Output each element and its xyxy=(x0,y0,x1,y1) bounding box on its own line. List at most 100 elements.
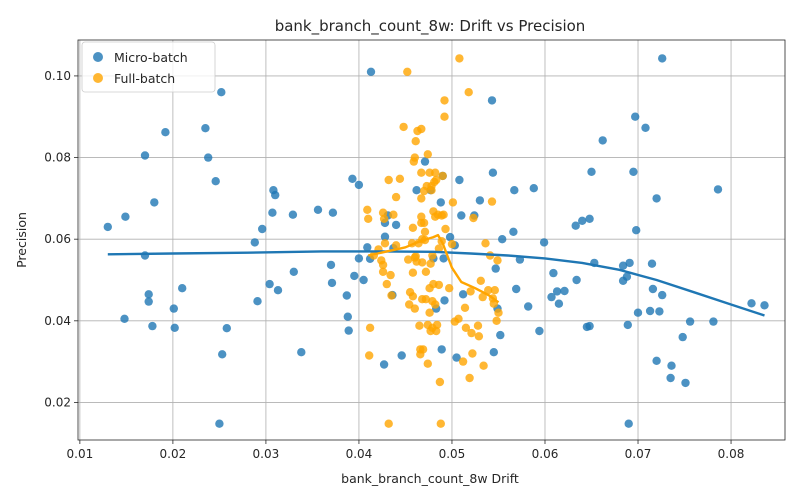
point-micro-batch xyxy=(412,186,421,195)
point-micro-batch xyxy=(140,251,150,260)
point-micro-batch xyxy=(169,304,178,313)
point-micro-batch xyxy=(328,208,338,217)
point-micro-batch xyxy=(250,238,259,247)
point-full-batch xyxy=(417,124,426,134)
point-micro-batch xyxy=(218,350,227,359)
point-micro-batch xyxy=(217,88,226,97)
point-micro-batch xyxy=(313,205,323,214)
x-tick-label: 0.08 xyxy=(718,447,745,461)
point-full-batch xyxy=(426,259,435,268)
point-full-batch xyxy=(410,153,419,162)
point-micro-batch xyxy=(652,356,661,365)
point-micro-batch xyxy=(288,210,298,219)
point-micro-batch xyxy=(121,212,130,221)
point-micro-batch xyxy=(445,232,455,242)
point-full-batch xyxy=(399,122,408,132)
point-micro-batch xyxy=(549,268,558,278)
point-full-batch xyxy=(455,54,464,63)
point-micro-batch xyxy=(253,297,262,306)
trend-lines xyxy=(107,233,765,317)
point-micro-batch xyxy=(631,112,640,121)
point-full-batch xyxy=(461,323,471,332)
point-full-batch xyxy=(439,210,448,219)
point-full-batch xyxy=(382,279,391,289)
point-micro-batch xyxy=(510,186,519,195)
point-micro-batch xyxy=(539,238,549,247)
point-full-batch xyxy=(465,373,474,383)
point-micro-batch xyxy=(222,324,231,333)
point-micro-batch xyxy=(271,190,280,200)
point-micro-batch xyxy=(509,227,518,236)
point-micro-batch xyxy=(161,128,170,137)
point-micro-batch xyxy=(552,287,562,296)
point-micro-batch xyxy=(350,271,359,281)
point-micro-batch xyxy=(344,326,353,335)
point-micro-batch xyxy=(366,67,376,77)
point-micro-batch xyxy=(436,198,445,207)
point-full-batch xyxy=(410,304,419,313)
point-micro-batch xyxy=(587,167,596,176)
point-micro-batch xyxy=(327,278,337,288)
point-full-batch xyxy=(435,377,445,387)
data-points xyxy=(103,54,769,428)
point-full-batch xyxy=(408,268,418,277)
point-full-batch xyxy=(423,150,432,159)
point-full-batch xyxy=(469,213,478,223)
point-micro-batch xyxy=(120,314,129,323)
point-full-batch xyxy=(434,244,444,253)
x-tick-label: 0.02 xyxy=(160,447,187,461)
point-micro-batch xyxy=(379,360,389,369)
point-full-batch xyxy=(441,224,450,234)
point-micro-batch xyxy=(144,290,153,299)
point-micro-batch xyxy=(658,290,667,300)
x-tick-label: 0.04 xyxy=(346,447,373,461)
point-full-batch xyxy=(389,210,398,219)
point-full-batch xyxy=(436,419,445,428)
point-micro-batch xyxy=(265,279,274,289)
point-micro-batch xyxy=(452,353,461,362)
point-micro-batch xyxy=(439,254,448,263)
y-tick-label: 0.06 xyxy=(44,232,71,246)
x-tick-label: 0.05 xyxy=(439,447,466,461)
point-micro-batch xyxy=(348,174,357,183)
y-tick-label: 0.02 xyxy=(44,395,71,409)
point-micro-batch xyxy=(437,345,446,354)
point-full-batch xyxy=(454,314,463,323)
y-tick-label: 0.04 xyxy=(44,314,71,328)
point-micro-batch xyxy=(297,348,306,357)
point-full-batch xyxy=(438,171,447,181)
point-full-batch xyxy=(395,174,405,183)
point-full-batch xyxy=(473,321,483,330)
plot-frame xyxy=(77,39,786,441)
point-full-batch xyxy=(474,332,484,341)
point-micro-batch xyxy=(215,419,224,428)
point-micro-batch xyxy=(496,330,505,340)
point-full-batch xyxy=(432,320,442,330)
point-full-batch xyxy=(418,345,428,354)
point-micro-batch xyxy=(475,196,485,205)
point-full-batch xyxy=(431,168,440,177)
grid xyxy=(78,40,785,440)
point-micro-batch xyxy=(747,299,756,308)
point-full-batch xyxy=(408,223,418,232)
point-full-batch xyxy=(448,198,458,207)
point-full-batch xyxy=(384,419,393,428)
point-full-batch xyxy=(425,308,434,317)
point-full-batch xyxy=(481,239,490,248)
point-full-batch xyxy=(431,300,440,309)
point-micro-batch xyxy=(709,317,718,326)
trend-line-micro-batch xyxy=(107,250,765,317)
trend-line-full-batch xyxy=(367,233,500,304)
point-micro-batch xyxy=(547,292,556,302)
point-micro-batch xyxy=(658,54,667,63)
point-full-batch xyxy=(417,168,426,177)
point-full-batch xyxy=(434,280,444,290)
point-micro-batch xyxy=(342,291,351,300)
point-full-batch xyxy=(417,194,426,203)
legend: Micro-batch Full-batch xyxy=(81,41,216,93)
legend-marker-micro-batch xyxy=(93,52,103,62)
point-micro-batch xyxy=(204,153,213,162)
y-axis-label: Precision xyxy=(14,212,29,268)
y-tick-label: 0.10 xyxy=(44,69,71,83)
legend-box xyxy=(81,41,216,93)
